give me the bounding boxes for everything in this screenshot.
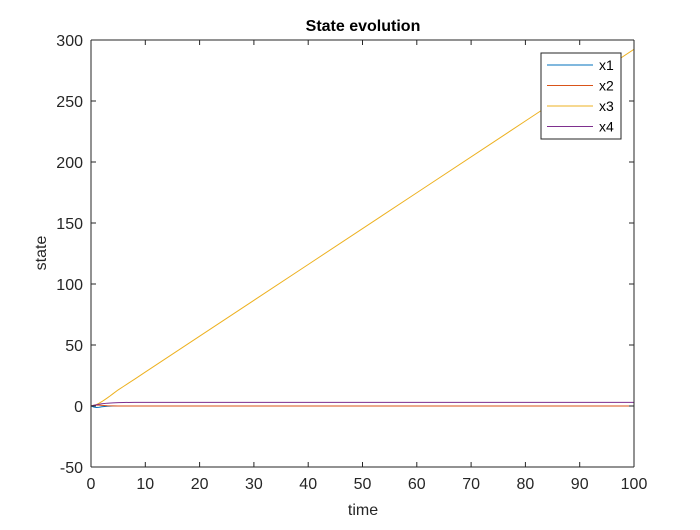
y-tick-label: 0: [74, 399, 83, 416]
y-axis-label: state: [33, 236, 50, 271]
plot-area: 0 10 20 30 40 50 60 70 80 90 100-50050100150200250…: [56, 33, 647, 493]
legend-label-x1: x1: [599, 57, 614, 73]
x-tick-label: 10: [136, 476, 154, 493]
y-tick-label: -50: [60, 460, 83, 477]
x-tick-label: 20: [191, 476, 209, 493]
x-tick-label: 50: [354, 476, 372, 493]
x-tick-label: 100: [621, 476, 648, 493]
chart-title: State evolution: [306, 18, 421, 35]
legend-label-x3: x3: [599, 98, 614, 114]
series-line-x4: [91, 401, 634, 407]
legend-box: [540, 52, 622, 140]
y-tick-label: 200: [56, 155, 83, 172]
legend-label-x2: x2: [599, 78, 614, 94]
x-axis-label: time: [348, 502, 378, 519]
y-tick-label: 250: [56, 94, 83, 111]
x-tick-label: 80: [517, 476, 535, 493]
y-tick-label: 50: [65, 338, 83, 355]
y-tick-label: 100: [56, 277, 83, 294]
x-tick-label: 60: [408, 476, 426, 493]
x-tick-label: 30: [245, 476, 263, 493]
series-line-x3: [91, 48, 634, 407]
x-tick-label: 0: [87, 476, 96, 493]
y-tick-label: 300: [56, 33, 83, 50]
y-tick-label: 150: [56, 216, 83, 233]
x-tick-label: 90: [571, 476, 589, 493]
legend-label-x4: x4: [599, 119, 614, 135]
x-tick-label: 70: [462, 476, 480, 493]
x-tick-label: 40: [299, 476, 317, 493]
